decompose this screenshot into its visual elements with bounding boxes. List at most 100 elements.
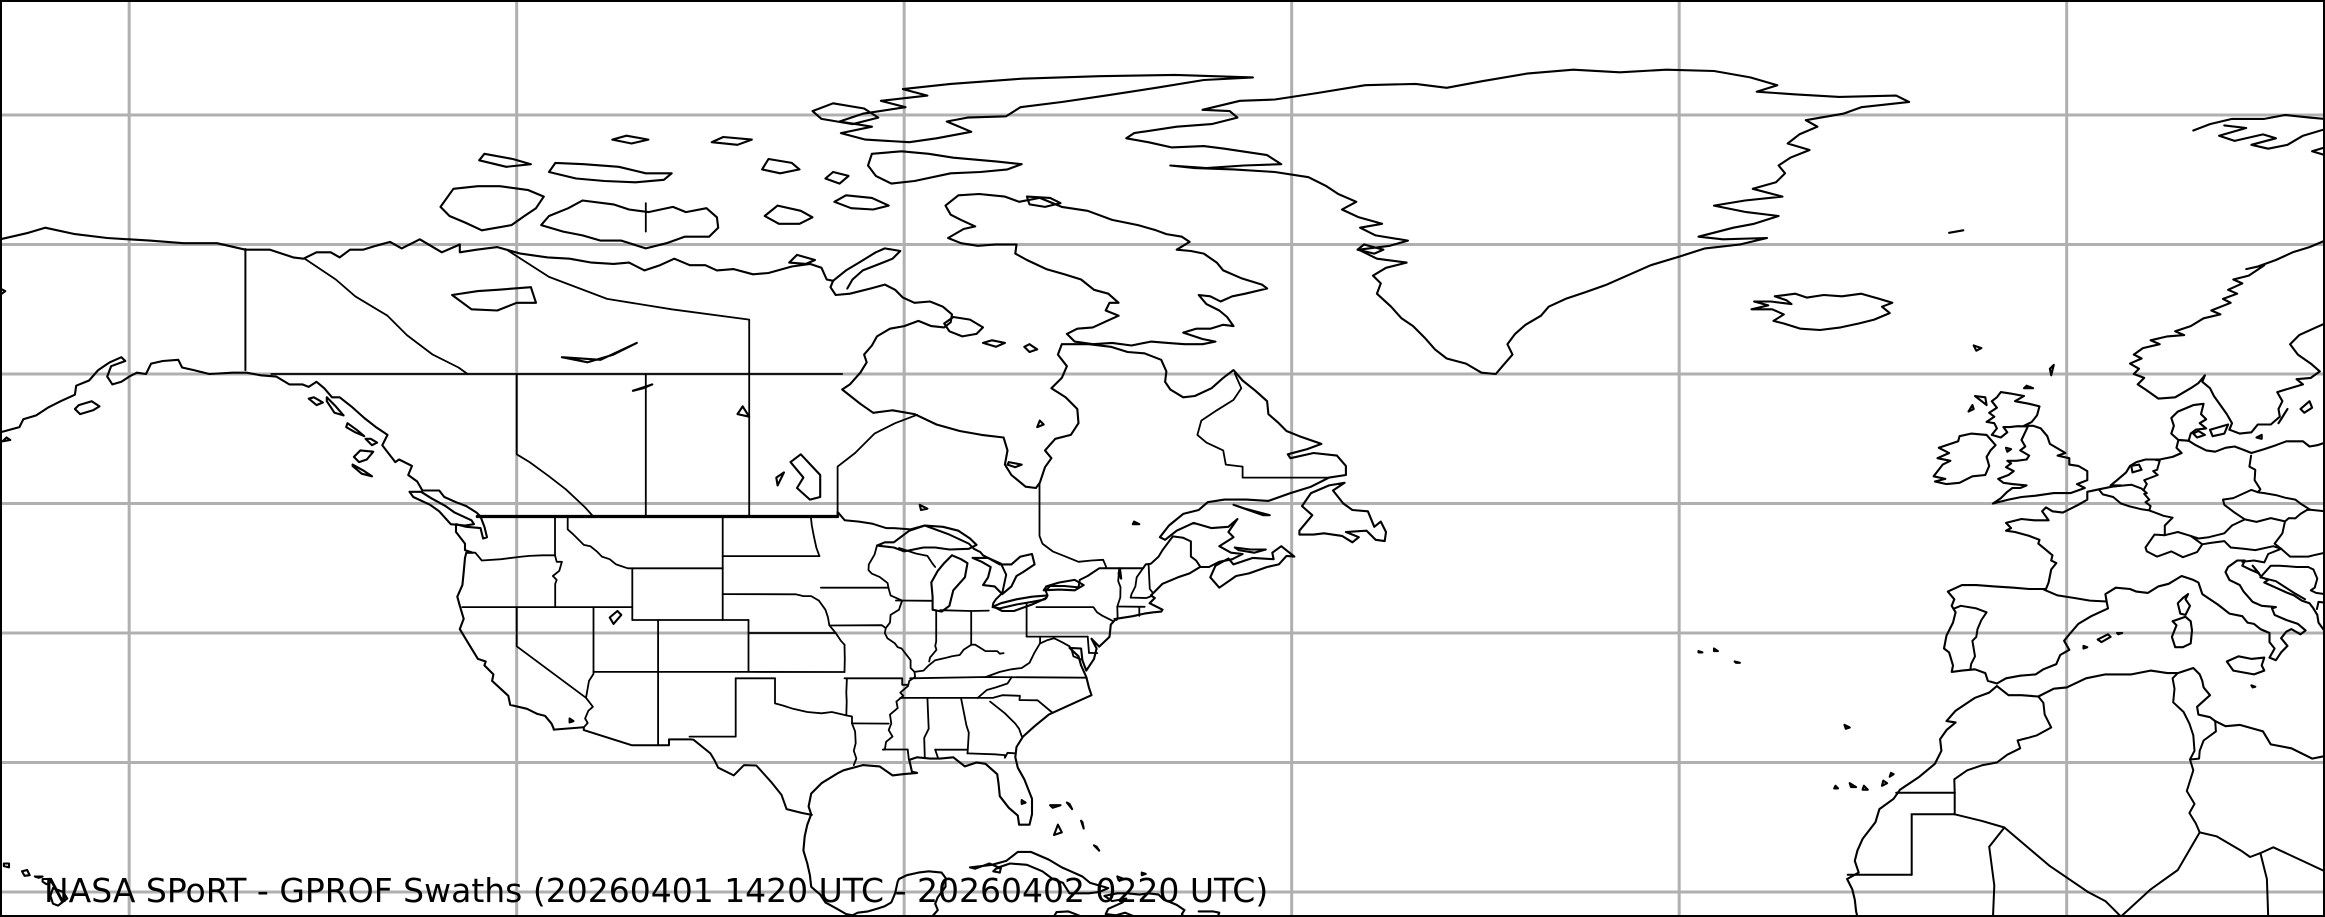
country-borders-path [1953, 695, 2053, 794]
state-borders-path [1100, 614, 1113, 622]
country-borders-path [2189, 720, 2217, 761]
country-borders-path [836, 510, 1201, 610]
state-borders-path [515, 373, 595, 518]
coastlines-path [1052, 823, 1063, 837]
country-borders-path [2259, 576, 2306, 601]
coastlines-path [1125, 68, 1911, 376]
coastlines-path [2082, 644, 2089, 650]
coastlines-path [73, 400, 101, 416]
coastlines-path [763, 204, 814, 225]
coastlines-path [547, 161, 673, 184]
coastlines-path [439, 185, 545, 232]
coastlines-path [1356, 243, 1385, 255]
coastlines-path [710, 135, 753, 146]
coastlines-path [1197, 910, 1221, 917]
country-borders-path [2259, 852, 2270, 917]
country-borders-path [2201, 540, 2283, 552]
coastlines-path [2299, 400, 2314, 414]
coastlines-path [2250, 684, 2257, 689]
state-borders-path [1196, 372, 1330, 479]
state-borders-path [909, 676, 1088, 680]
country-borders-path [2119, 831, 2201, 917]
country-borders-path [2003, 826, 2089, 893]
country-borders-path [2177, 439, 2190, 442]
map-caption: NASA SPoRT - GPROF Swaths (20260401 1420… [44, 871, 1269, 910]
coastlines-path [0, 226, 1347, 917]
state-borders-path [851, 722, 858, 766]
coastlines-path [1023, 343, 1039, 354]
coastlines-path [761, 157, 801, 175]
state-borders-path [721, 593, 820, 602]
coastlines-path [1985, 391, 2089, 505]
coastlines-path [631, 383, 654, 392]
state-borders-path [1038, 482, 1108, 570]
state-borders-path [913, 643, 1005, 673]
country-borders-path [2189, 518, 2246, 540]
country-borders-path [1953, 813, 2006, 829]
country-borders-path [2248, 454, 2262, 494]
state-borders-path [1129, 594, 1154, 599]
coastlines-path [1712, 647, 1719, 653]
state-borders-path [818, 599, 837, 634]
state-borders-path [688, 677, 737, 738]
coastlines-path [1846, 685, 1998, 917]
coastlines-path [2128, 239, 2325, 435]
state-borders-path [1086, 635, 1090, 654]
coastlines-path [1750, 292, 1894, 332]
coastlines-path [2311, 146, 2325, 157]
state-borders [270, 202, 1330, 766]
country-borders-path [2171, 672, 2196, 761]
coastlines-path [2208, 423, 2230, 438]
coastlines-path [943, 315, 985, 338]
country-borders-path [2309, 508, 2325, 513]
coastlines-path [1942, 438, 2325, 685]
state-borders-path [465, 551, 556, 562]
country-borders-path [2273, 520, 2286, 550]
coastlines-path [325, 396, 345, 417]
country-borders-path [2185, 758, 2201, 834]
state-borders-path [1129, 567, 1144, 599]
coastlines-path [811, 102, 880, 126]
coastlines-path [1932, 432, 1997, 486]
coastlines-path [364, 437, 379, 447]
coastlines-path [1116, 875, 1125, 882]
coastlines-path [2192, 113, 2325, 132]
coastlines-path [992, 866, 1003, 874]
coastlines-path [981, 339, 1006, 348]
map-outline-layers [0, 68, 2325, 917]
state-borders-path [828, 624, 887, 629]
country-borders-path [2315, 600, 2325, 610]
coastlines-path [1232, 503, 1271, 517]
country-borders-path [2259, 564, 2315, 579]
state-borders-path [976, 694, 1054, 714]
state-borders-path [774, 677, 848, 717]
coastlines-path [2170, 615, 2194, 649]
country-borders [244, 248, 2325, 917]
state-borders-path [976, 676, 1013, 699]
coastlines-path [1103, 892, 1136, 917]
coastlines-path [1140, 871, 1147, 877]
coastlines-path [875, 524, 978, 553]
state-borders-path [928, 610, 938, 663]
coastlines-path [1298, 481, 1388, 544]
coastlines-path [2255, 433, 2263, 440]
coastlines-path [2048, 363, 2055, 377]
state-borders-path [939, 609, 990, 612]
coastlines-path [2218, 124, 2325, 150]
coastlines-path [788, 253, 817, 265]
coastlines-path [775, 471, 786, 487]
coastlines-path [971, 552, 1036, 596]
state-borders-path [506, 249, 751, 375]
coastlines-path [608, 609, 623, 625]
coastlines-path [736, 405, 751, 418]
country-borders-path [1953, 604, 1988, 671]
state-borders-path [809, 515, 821, 557]
state-borders-path [882, 586, 916, 751]
coastlines-path [451, 286, 538, 312]
coastlines-path [1848, 782, 1858, 789]
state-borders-path [966, 751, 1016, 759]
